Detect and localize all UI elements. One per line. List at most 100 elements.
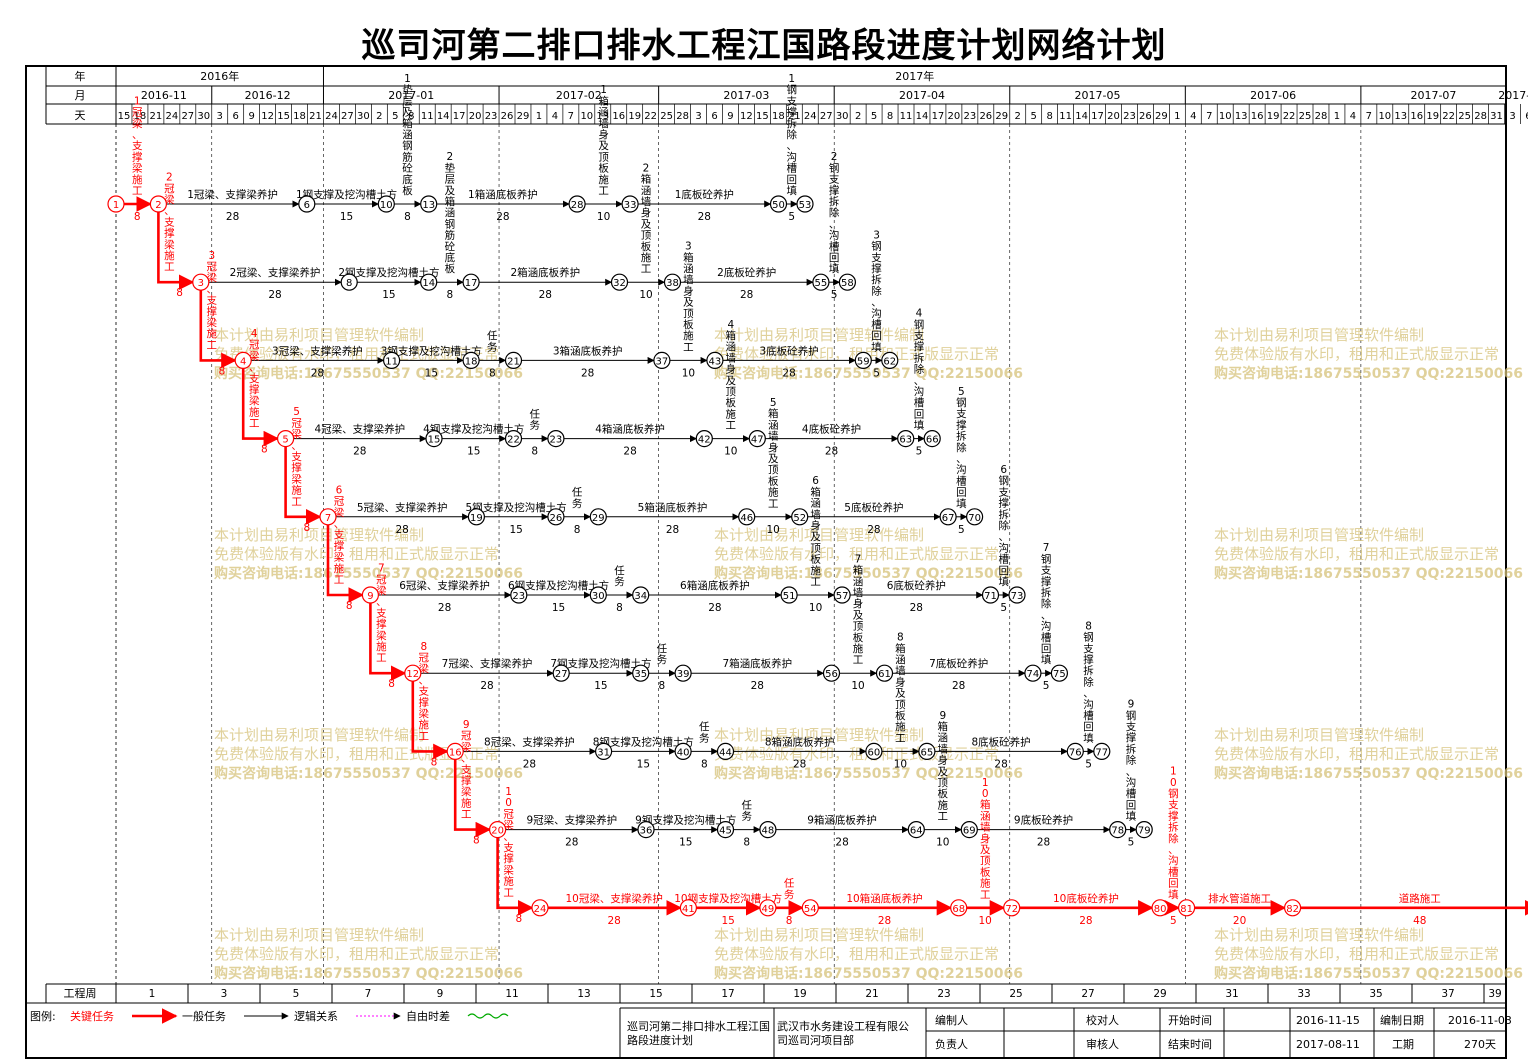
activity-duration: 28 [438,602,451,614]
activity-name: 6箱涵底板养护 [680,579,750,592]
event-node-number: 43 [709,356,722,367]
node-8: 8 [340,273,358,291]
day-label: 18 [134,111,147,122]
event-node [489,820,507,839]
activity-name: 3 箱涵墙身及顶板施工 [683,241,694,354]
event-node [674,664,692,682]
day-label: 17 [1091,111,1104,122]
activity-duration: 10 [682,367,695,379]
day-label: 22 [644,111,657,122]
activity-21-37: 3箱涵底板养护 28 [521,344,655,379]
activity-duration: 15 [467,446,480,458]
activity-54-68: 10箱涵底板养护 28 [818,892,953,927]
activity-duration: 28 [878,915,891,927]
event-node [462,351,480,369]
activity-3-8: 2冠梁、支撑梁养护 28 [208,266,342,301]
event-node [425,430,443,448]
activity-duration: 15 [594,680,607,692]
event-node-number: 53 [799,200,812,211]
week-label: 33 [1297,988,1310,1000]
day-label: 28 [676,111,689,122]
node-55: 55 [812,273,830,291]
activity-name: 1底板砼养护 [675,188,734,201]
activity-arrow [284,446,322,525]
activity-name: 道路施工 [1399,892,1441,905]
node-4: 4 [234,351,252,369]
end-label: 结束时间 [1168,1038,1212,1051]
day-label: 29 [517,111,530,122]
day-label: 7 [1366,111,1372,122]
event-node [277,430,295,448]
activity-duration: 8 [659,680,666,692]
day-label: 10 [1378,111,1391,122]
activity-name: 4 冠梁、支撑梁施工 [249,328,260,430]
year-label: 2017年 [895,69,934,83]
activity-duration: 10 [936,837,949,849]
event-node [854,351,872,369]
activity-name: 9 冠梁、支撑梁施工 [461,719,472,821]
activity-name: 1钢支撑及挖沟槽土方 [296,188,397,201]
activity-name: 10箱涵底板养护 [846,892,922,905]
event-node-number: 73 [1011,591,1024,602]
watermark-block: 本计划由易利项目管理软件编制免费体验版有水印，租用和正式版显示正常购买咨询电话:… [1214,526,1523,582]
activity-name: 9底板砼养护 [1014,814,1073,827]
event-node-number: 19 [470,513,483,524]
watermark-line-3: 购买咨询电话:18675550537 QQ:22150066 [1214,365,1523,382]
day-label: 25 [1458,111,1471,122]
activity-name: 6冠梁、支撑梁养护 [399,579,490,592]
event-node-number: 3 [198,278,204,289]
day-label: 22 [1442,111,1455,122]
activity-name: 7冠梁、支撑梁养护 [442,657,533,670]
event-node-number: 61 [878,669,891,680]
event-node-number: 45 [719,826,732,837]
event-node [632,664,650,682]
node-69: 69 [960,820,978,839]
activity-17-32: 2箱涵底板养护 28 [479,266,613,301]
watermark-block: 本计划由易利项目管理软件编制免费体验版有水印，租用和正式版显示正常购买咨询电话:… [714,326,1023,382]
watermark-line-3: 购买咨询电话:18675550537 QQ:22150066 [714,565,1023,582]
event-node-number: 72 [1005,904,1018,915]
day-label: 7 [1206,111,1212,122]
activity-47-63: 4底板砼养护 28 [765,423,899,458]
activity-16-20: 9 冠梁、支撑梁施工 8 [453,719,492,847]
activity-name: 排水管道施工 [1208,892,1271,905]
event-node [552,664,570,682]
activity-name: 2钢支撑及挖沟槽土方 [338,266,439,279]
node-20: 20 [489,820,507,839]
watermark-block: 本计划由易利项目管理软件编制免费体验版有水印，租用和正式版显示正常购买咨询电话:… [214,726,523,782]
node-14: 14 [420,273,438,291]
day-label: 26 [1139,111,1152,122]
activity-name: 4箱涵底板养护 [595,423,665,436]
event-node-number: 22 [507,435,520,446]
day-label: 23 [1123,111,1136,122]
activity-23b-30: 6钢支撑及挖沟槽土方 15 [508,579,609,614]
event-node [822,664,841,682]
event-node [149,195,167,213]
event-node-number: 66 [926,435,939,446]
event-node [377,195,395,213]
month-label: 2016-12 [245,89,291,102]
node-35: 35 [632,664,650,682]
watermark-line-3: 购买咨询电话:18675550537 QQ:22150066 [714,965,1023,982]
watermark-block: 本计划由易利项目管理软件编制免费体验版有水印，租用和正式版显示正常购买咨询电话:… [714,926,1023,982]
day-label: 14 [1075,111,1088,122]
event-node [107,195,125,213]
event-node-number: 64 [910,826,923,837]
activity-44-60: 8箱涵底板养护 28 [733,735,867,770]
activity-name: 7箱涵底板养护 [722,657,792,670]
activity-81-82: 排水管道施工 20 [1194,892,1287,927]
activity-61-74: 7底板砼养护 28 [892,657,1026,692]
activity-name: 8底板砼养护 [972,735,1031,748]
watermark-line-3: 购买咨询电话:18675550537 QQ:22150066 [714,365,1023,382]
node-2: 2 [149,195,167,213]
day-label: 29 [1155,111,1168,122]
node-82: 82 [1283,899,1302,917]
checker-label: 校对人 [1086,1013,1119,1027]
activity-name: 任务 [699,720,710,744]
week-label: 29 [1153,988,1166,1000]
day-label: 9 [727,111,733,122]
event-node [621,195,639,213]
activity-56-61: 7 箱涵墙身及顶板施工 10 [839,553,878,692]
activity-name: 2 垫层及箱涵钢筋砼底板 [445,151,456,275]
activity-19-26: 5钢支撑及挖沟槽土方 15 [466,501,567,536]
